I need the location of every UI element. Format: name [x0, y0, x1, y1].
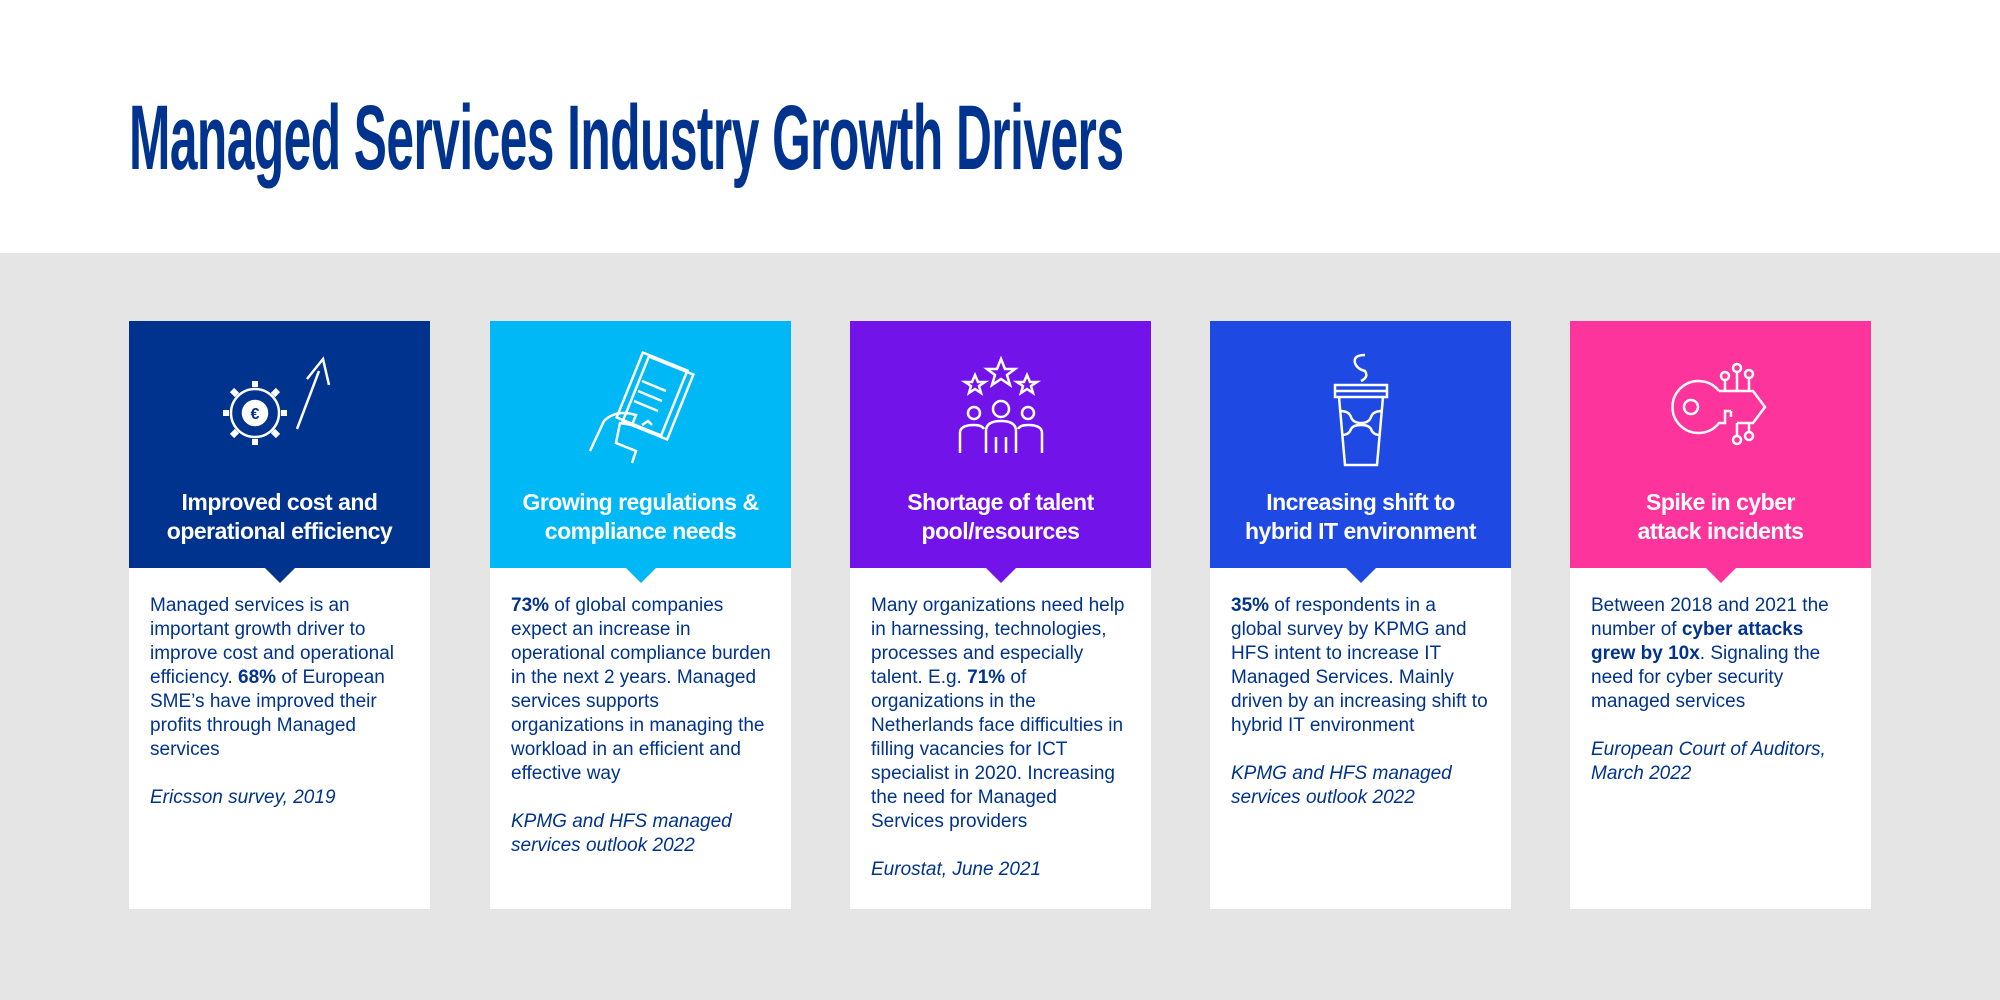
card-header: € Improved cost and operational efficienc…: [129, 321, 430, 583]
pointer-notch: [1345, 568, 1376, 583]
heading-line: compliance needs: [544, 518, 737, 544]
card-header: Shortage of talent pool/resources: [850, 321, 1151, 583]
body-text: Managed services is an important growth …: [150, 595, 394, 688]
heading-line: Increasing shift to: [1266, 489, 1455, 515]
heading-line: Spike in cyber: [1646, 489, 1795, 515]
svg-text:€: €: [250, 406, 259, 423]
body-text: of European SME’s have improved their pr…: [150, 667, 385, 760]
card-description: Many organizations need help in harnessi…: [871, 594, 1131, 834]
card-description: 73% of global companies expect an increa…: [511, 594, 771, 786]
card-header: Spike in cyber attack incidents: [1570, 321, 1871, 583]
card-header: Growing regulations & compliance needs: [490, 321, 791, 583]
card-source: KPMG and HFS managed services outlook 20…: [511, 811, 732, 856]
body-text: of organizations in the Netherlands face…: [871, 667, 1124, 832]
body-text: Many organizations need help in harnessi…: [871, 595, 1125, 688]
highlight-text: 68%: [238, 667, 277, 688]
body-text: of global companies expect an increase i…: [511, 595, 771, 784]
driver-card: € Improved cost and operational efficienc…: [129, 321, 430, 909]
card-description: 35% of respondents in a global survey by…: [1231, 594, 1491, 738]
body-text: Between 2018 and 2021 the number of: [1591, 595, 1829, 640]
card-body: Managed services is an important growth …: [129, 568, 430, 810]
card-heading: Increasing shift to hybrid IT environment: [1210, 488, 1511, 546]
card-header: Increasing shift to hybrid IT environment: [1210, 321, 1511, 583]
card-description: Managed services is an important growth …: [150, 594, 410, 762]
card-heading: Improved cost and operational efficiency: [129, 488, 430, 546]
card-heading: Shortage of talent pool/resources: [850, 488, 1151, 546]
card-source: Ericsson survey, 2019: [150, 787, 336, 808]
card-body: Many organizations need help in harnessi…: [850, 568, 1151, 882]
card-heading: Growing regulations & compliance needs: [490, 488, 791, 546]
card-description: Between 2018 and 2021 the number of cybe…: [1591, 594, 1851, 714]
card-heading: Spike in cyber attack incidents: [1570, 488, 1871, 546]
body-text: of respondents in a global survey by KPM…: [1231, 595, 1488, 736]
body-text: . Signaling the need for cyber security …: [1591, 643, 1821, 712]
heading-line: attack incidents: [1637, 518, 1804, 544]
heading-line: hybrid IT environment: [1244, 518, 1477, 544]
pointer-notch: [625, 568, 656, 583]
card-body: Between 2018 and 2021 the number of cybe…: [1570, 568, 1871, 786]
driver-card: Shortage of talent pool/resources Many or…: [850, 321, 1151, 909]
heading-line: Shortage of talent: [907, 489, 1094, 515]
pointer-notch: [1705, 568, 1736, 583]
driver-card: Increasing shift to hybrid IT environment…: [1210, 321, 1511, 909]
pointer-notch: [264, 568, 295, 583]
page-title: Managed Services Industry Growth Drivers: [129, 87, 1124, 189]
driver-card: Growing regulations & compliance needs 73…: [490, 321, 791, 909]
highlight-text: 71%: [967, 667, 1006, 688]
card-body: 73% of global companies expect an increa…: [490, 568, 791, 858]
driver-card: Spike in cyber attack incidents Between 2…: [1570, 321, 1871, 909]
card-source: European Court of Auditors, March 2022: [1591, 739, 1826, 784]
card-source: KPMG and HFS managed services outlook 20…: [1231, 763, 1452, 808]
pointer-notch: [985, 568, 1016, 583]
heading-line: Growing regulations &: [522, 489, 759, 515]
card-body: 35% of respondents in a global survey by…: [1210, 568, 1511, 810]
highlight-text: 73%: [511, 595, 550, 616]
heading-line: operational efficiency: [166, 518, 393, 544]
card-source: Eurostat, June 2021: [871, 859, 1042, 880]
heading-line: pool/resources: [921, 518, 1080, 544]
highlight-text: 35%: [1231, 595, 1270, 616]
heading-line: Improved cost and: [181, 489, 378, 515]
highlight-text: cyber attacks grew by 10x: [1591, 619, 1804, 664]
